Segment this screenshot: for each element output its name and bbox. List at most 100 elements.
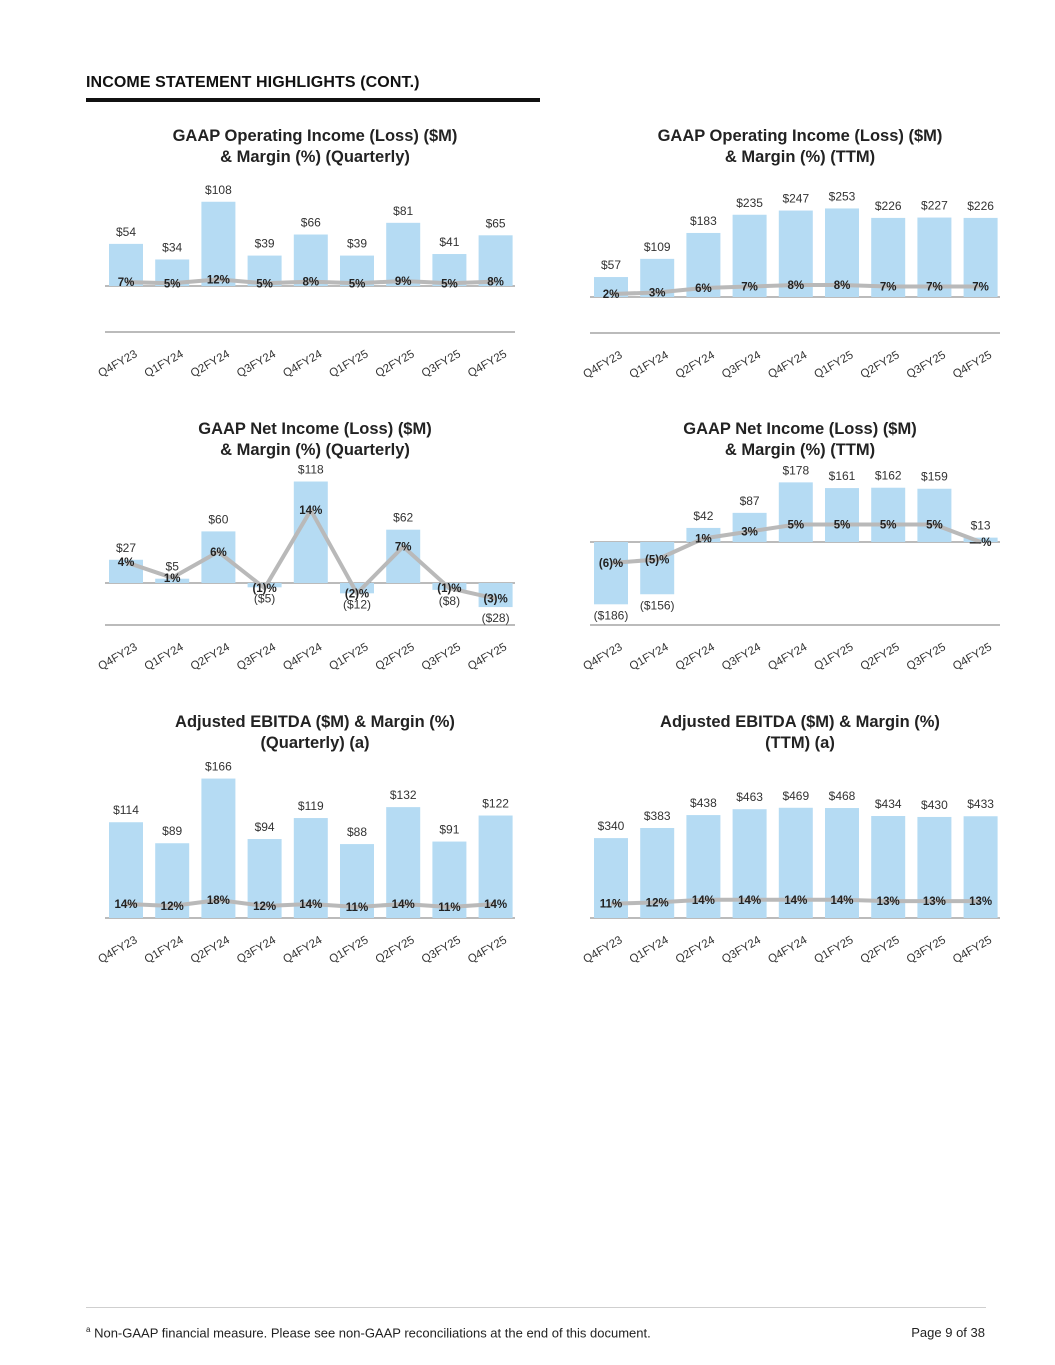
category-label: Q4FY23 [96,934,139,966]
value-label: $89 [162,824,182,838]
category-label: Q3FY24 [235,641,279,673]
category-label: Q4FY24 [766,934,810,966]
bar-q4fy23 [109,243,143,286]
margin-line [610,522,982,565]
value-label: $41 [439,235,459,249]
footnote-text: Non-GAAP financial measure. Please see n… [94,1325,651,1341]
margin-label: 12% [253,901,276,913]
value-label: $39 [347,237,367,251]
bar-q1fy25 [825,208,859,297]
footer-divider [86,1307,986,1308]
value-label: $88 [347,825,367,839]
category-label: Q1FY24 [143,348,187,380]
category-label: Q1FY25 [812,349,855,381]
value-label: $94 [255,820,275,834]
bar-q2fy25 [871,487,906,542]
margin-label: 11% [600,899,622,911]
margin-label: (5)% [645,555,669,567]
category-label: Q2FY25 [374,641,417,673]
margin-label: 7% [118,277,135,289]
bar-q1fy25 [825,488,859,542]
category-label: Q3FY25 [420,934,463,966]
margin-label: —% [970,537,992,549]
chart-operating-income-ttm: GAAP Operating Income (Loss) ($M) & Marg… [580,126,1020,396]
margin-label: (6)% [599,558,623,570]
margin-label: 14% [830,895,853,907]
chart-net-income-quarterly: GAAP Net Income (Loss) ($M) & Margin (%)… [95,419,535,689]
value-label: $226 [967,199,994,213]
margin-label: 8% [834,280,851,292]
category-label: Q4FY25 [466,934,509,966]
chart-title-line-2: & Margin (%) (TTM) [724,148,876,166]
bar-q1fy24 [155,578,190,583]
margin-label: 5% [880,520,897,532]
value-label: $34 [162,240,182,254]
chart-title-line-1: GAAP Net Income (Loss) ($M) [683,420,917,438]
category-label: Q2FY24 [189,641,233,673]
category-label: Q2FY24 [189,348,233,380]
margin-label: 9% [395,276,412,288]
bar-q2fy25 [386,807,421,918]
footnote-marker: a [86,1325,91,1334]
category-label: Q1FY25 [327,641,370,673]
margin-label: (3)% [483,594,507,606]
margin-label: 4% [118,557,135,569]
category-label: Q2FY24 [674,349,718,381]
category-label: Q4FY24 [281,348,325,380]
value-label: $438 [690,796,717,810]
margin-label: 5% [787,520,804,532]
value-label: ($12) [343,597,371,611]
bar-q2fy24 [201,201,236,286]
value-label: $119 [298,799,324,813]
chart-plot: $27 Q4FY23 $5 Q1FY24 $60 Q2FY24 ($5) Q3FY24 $118… [96,463,515,673]
section-title-underline [86,98,540,102]
value-label: ($28) [482,611,510,625]
bar-q4fy25 [478,235,513,286]
chart-plot: $114 Q4FY23 $89 Q1FY24 $166 Q2FY24 $94 Q3FY24 $1… [96,760,515,966]
margin-label: 7% [926,282,943,294]
category-label: Q2FY25 [859,934,902,966]
category-label: Q2FY24 [189,934,233,966]
value-label: $430 [921,798,948,812]
bar-q2fy24 [201,778,236,918]
value-label: $5 [166,560,180,574]
chart-title-line-1: GAAP Net Income (Loss) ($M) [198,420,432,438]
margin-label: 5% [926,520,943,532]
value-label: $253 [829,189,856,203]
margin-label: 5% [256,278,273,290]
margin-label: 1% [164,573,181,585]
margin-label: 14% [484,899,507,911]
category-label: Q1FY24 [628,641,672,673]
margin-label: 3% [741,527,758,539]
margin-label: 8% [487,277,504,289]
category-label: Q4FY25 [466,641,509,673]
value-label: $42 [693,509,713,523]
category-label: Q4FY24 [281,641,325,673]
margin-label: 8% [787,280,804,292]
bar-q3fy25 [432,254,467,286]
value-label: $60 [208,512,228,526]
category-label: Q2FY25 [859,349,902,381]
bar-q4fy23 [594,542,628,605]
value-label: $81 [393,204,413,218]
value-label: $433 [967,797,994,811]
value-label: $235 [736,196,763,210]
category-label: Q1FY24 [143,934,187,966]
value-label: $383 [644,809,671,823]
chart-title-line-1: GAAP Operating Income (Loss) ($M) [657,127,943,145]
value-label: $122 [482,797,509,811]
category-label: Q3FY25 [420,348,463,380]
category-label: Q3FY24 [720,934,764,966]
value-label: ($8) [439,594,460,608]
bar-q4fy24 [293,234,328,286]
value-label: $469 [782,789,809,803]
value-label: $62 [393,511,413,525]
chart-title-line-1: GAAP Operating Income (Loss) ($M) [172,127,458,145]
chart-title: Adjusted EBITDA ($M) & Margin (%) (TTM) … [580,712,1020,754]
chart-title: GAAP Operating Income (Loss) ($M) & Marg… [580,126,1020,168]
chart-title-line-1: Adjusted EBITDA ($M) & Margin (%) [660,713,940,731]
margin-label: 7% [741,282,758,294]
category-label: Q2FY24 [674,641,718,673]
value-label: $39 [255,237,275,251]
category-label: Q4FY25 [466,348,509,380]
